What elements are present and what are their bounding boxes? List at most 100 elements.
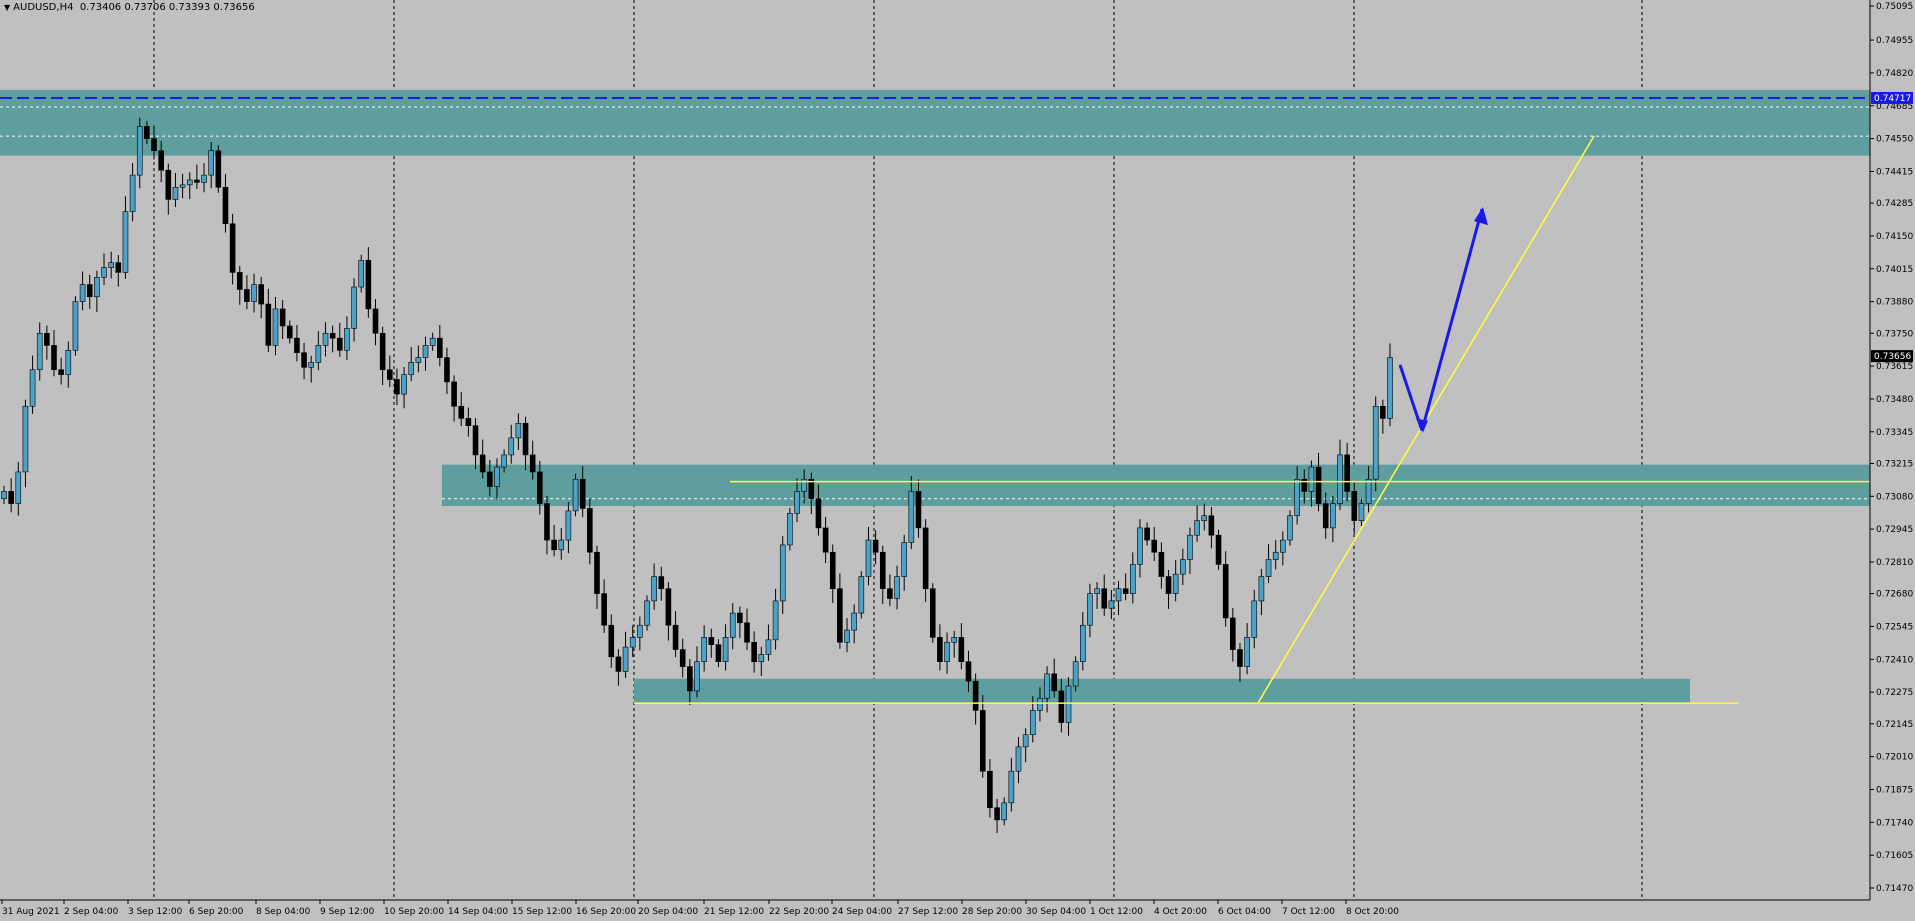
bull-candle xyxy=(1094,588,1100,594)
bear-candle xyxy=(1144,527,1150,541)
bear-candle xyxy=(522,422,529,456)
time-tick-label: 30 Sep 04:00 xyxy=(1026,907,1086,917)
bull-candle xyxy=(1387,357,1393,419)
time-tick-label: 8 Oct 20:00 xyxy=(1346,907,1399,917)
time-tick-label: 8 Sep 04:00 xyxy=(256,907,311,917)
symbol-label: AUDUSD,H4 xyxy=(13,2,74,13)
bull-candle xyxy=(1272,551,1279,560)
bull-candle xyxy=(1337,454,1343,504)
price-tick-label: 0.73750 xyxy=(1876,329,1913,339)
bull-candle xyxy=(22,405,29,473)
bull-candle xyxy=(129,174,136,212)
bear-candle xyxy=(229,223,236,273)
bear-candle xyxy=(472,425,479,456)
ohlc-readout: 0.73406 0.73706 0.73393 0.73656 xyxy=(79,2,255,13)
bull-candle xyxy=(94,276,100,298)
bear-candle xyxy=(808,478,815,500)
bull-candle xyxy=(72,301,79,351)
time-axis[interactable]: 31 Aug 2021 2 Sep 04:00 3 Sep 12:00 6 Sep 2… xyxy=(0,899,1870,921)
bear-candle xyxy=(386,369,393,380)
time-tick-label: 21 Sep 12:00 xyxy=(704,907,764,917)
bull-candle xyxy=(415,357,422,363)
price-tick-label: 0.71605 xyxy=(1876,851,1913,861)
price-axis[interactable]: 0.75095 0.74955 0.74820 0.74685 0.74550 0.744… xyxy=(1869,0,1915,921)
bear-candle xyxy=(86,284,93,298)
bear-candle xyxy=(1151,539,1158,553)
bull-candle xyxy=(401,374,407,395)
bear-candle xyxy=(751,641,757,663)
triangle-down-icon[interactable]: ▼ xyxy=(4,3,11,12)
time-tick-label: 1 Oct 12:00 xyxy=(1090,907,1143,917)
bull-candle xyxy=(251,284,257,302)
bull-candle xyxy=(1372,405,1379,480)
bear-candle xyxy=(608,624,615,658)
bull-candle xyxy=(1258,576,1265,602)
bull-candle xyxy=(629,637,636,648)
price-tick-label: 0.73615 xyxy=(1876,362,1913,372)
zone xyxy=(0,89,1870,156)
bull-candle xyxy=(1015,746,1022,772)
bull-candle xyxy=(351,286,357,329)
bear-candle xyxy=(394,379,400,395)
price-tick-label: 0.72275 xyxy=(1876,688,1913,698)
bull-candle xyxy=(1251,600,1258,638)
bull-candle xyxy=(65,349,72,375)
bear-candle xyxy=(1208,515,1215,536)
bull-candle xyxy=(1008,770,1015,804)
bull-candle xyxy=(779,544,786,602)
bull-candle xyxy=(1137,527,1143,565)
bull-candle xyxy=(1180,559,1186,575)
bear-candle xyxy=(965,661,972,682)
bear-candle xyxy=(336,337,343,351)
bull-candle xyxy=(501,454,507,468)
bull-candle xyxy=(894,576,900,599)
bull-candle xyxy=(1308,466,1315,492)
bear-candle xyxy=(872,539,879,553)
price-tick-label: 0.74150 xyxy=(1876,232,1913,242)
bull-candle xyxy=(101,267,107,278)
bear-candle xyxy=(879,551,886,590)
bear-candle xyxy=(579,478,586,509)
price-tick-label: 0.74415 xyxy=(1876,167,1913,177)
bear-candle xyxy=(244,289,250,302)
bear-candle xyxy=(715,644,722,663)
bull-candle xyxy=(1365,478,1372,504)
bull-candle xyxy=(701,637,707,663)
bear-candle xyxy=(1380,405,1386,419)
bull-candle xyxy=(1330,503,1336,529)
bull-candle xyxy=(1108,600,1115,609)
bull-candle xyxy=(565,510,572,541)
bear-candle xyxy=(479,454,486,473)
price-tick-label: 0.72945 xyxy=(1876,525,1913,535)
bear-candle xyxy=(972,680,979,711)
bear-candle xyxy=(744,622,750,643)
time-tick-label: 6 Sep 20:00 xyxy=(189,907,244,917)
bear-candle xyxy=(958,637,965,663)
bear-candle xyxy=(487,471,493,487)
bull-candle xyxy=(272,308,279,346)
time-tick-label: 2 Sep 04:00 xyxy=(64,907,119,917)
bear-candle xyxy=(165,169,172,200)
bull-candle xyxy=(508,437,515,456)
bear-candle xyxy=(301,352,307,368)
bear-candle xyxy=(444,357,450,383)
time-tick-label: 28 Sep 20:00 xyxy=(962,907,1022,917)
bull-candle xyxy=(951,637,957,643)
price-tick-label: 0.75095 xyxy=(1876,2,1913,12)
bear-candle xyxy=(1058,690,1065,723)
bear-candle xyxy=(372,308,379,334)
bear-candle xyxy=(815,498,822,529)
bear-candle xyxy=(258,284,264,305)
bear-candle xyxy=(451,381,457,407)
bear-candle xyxy=(1101,588,1108,609)
bear-candle xyxy=(1051,673,1058,692)
bull-candle xyxy=(865,539,872,577)
bull-candle xyxy=(429,337,436,346)
bear-candle xyxy=(222,186,229,225)
bull-candle xyxy=(801,478,807,492)
arrows[interactable] xyxy=(1398,207,1488,433)
bear-candle xyxy=(679,649,686,667)
bear-candle xyxy=(379,332,386,371)
bull-candle xyxy=(651,576,657,602)
